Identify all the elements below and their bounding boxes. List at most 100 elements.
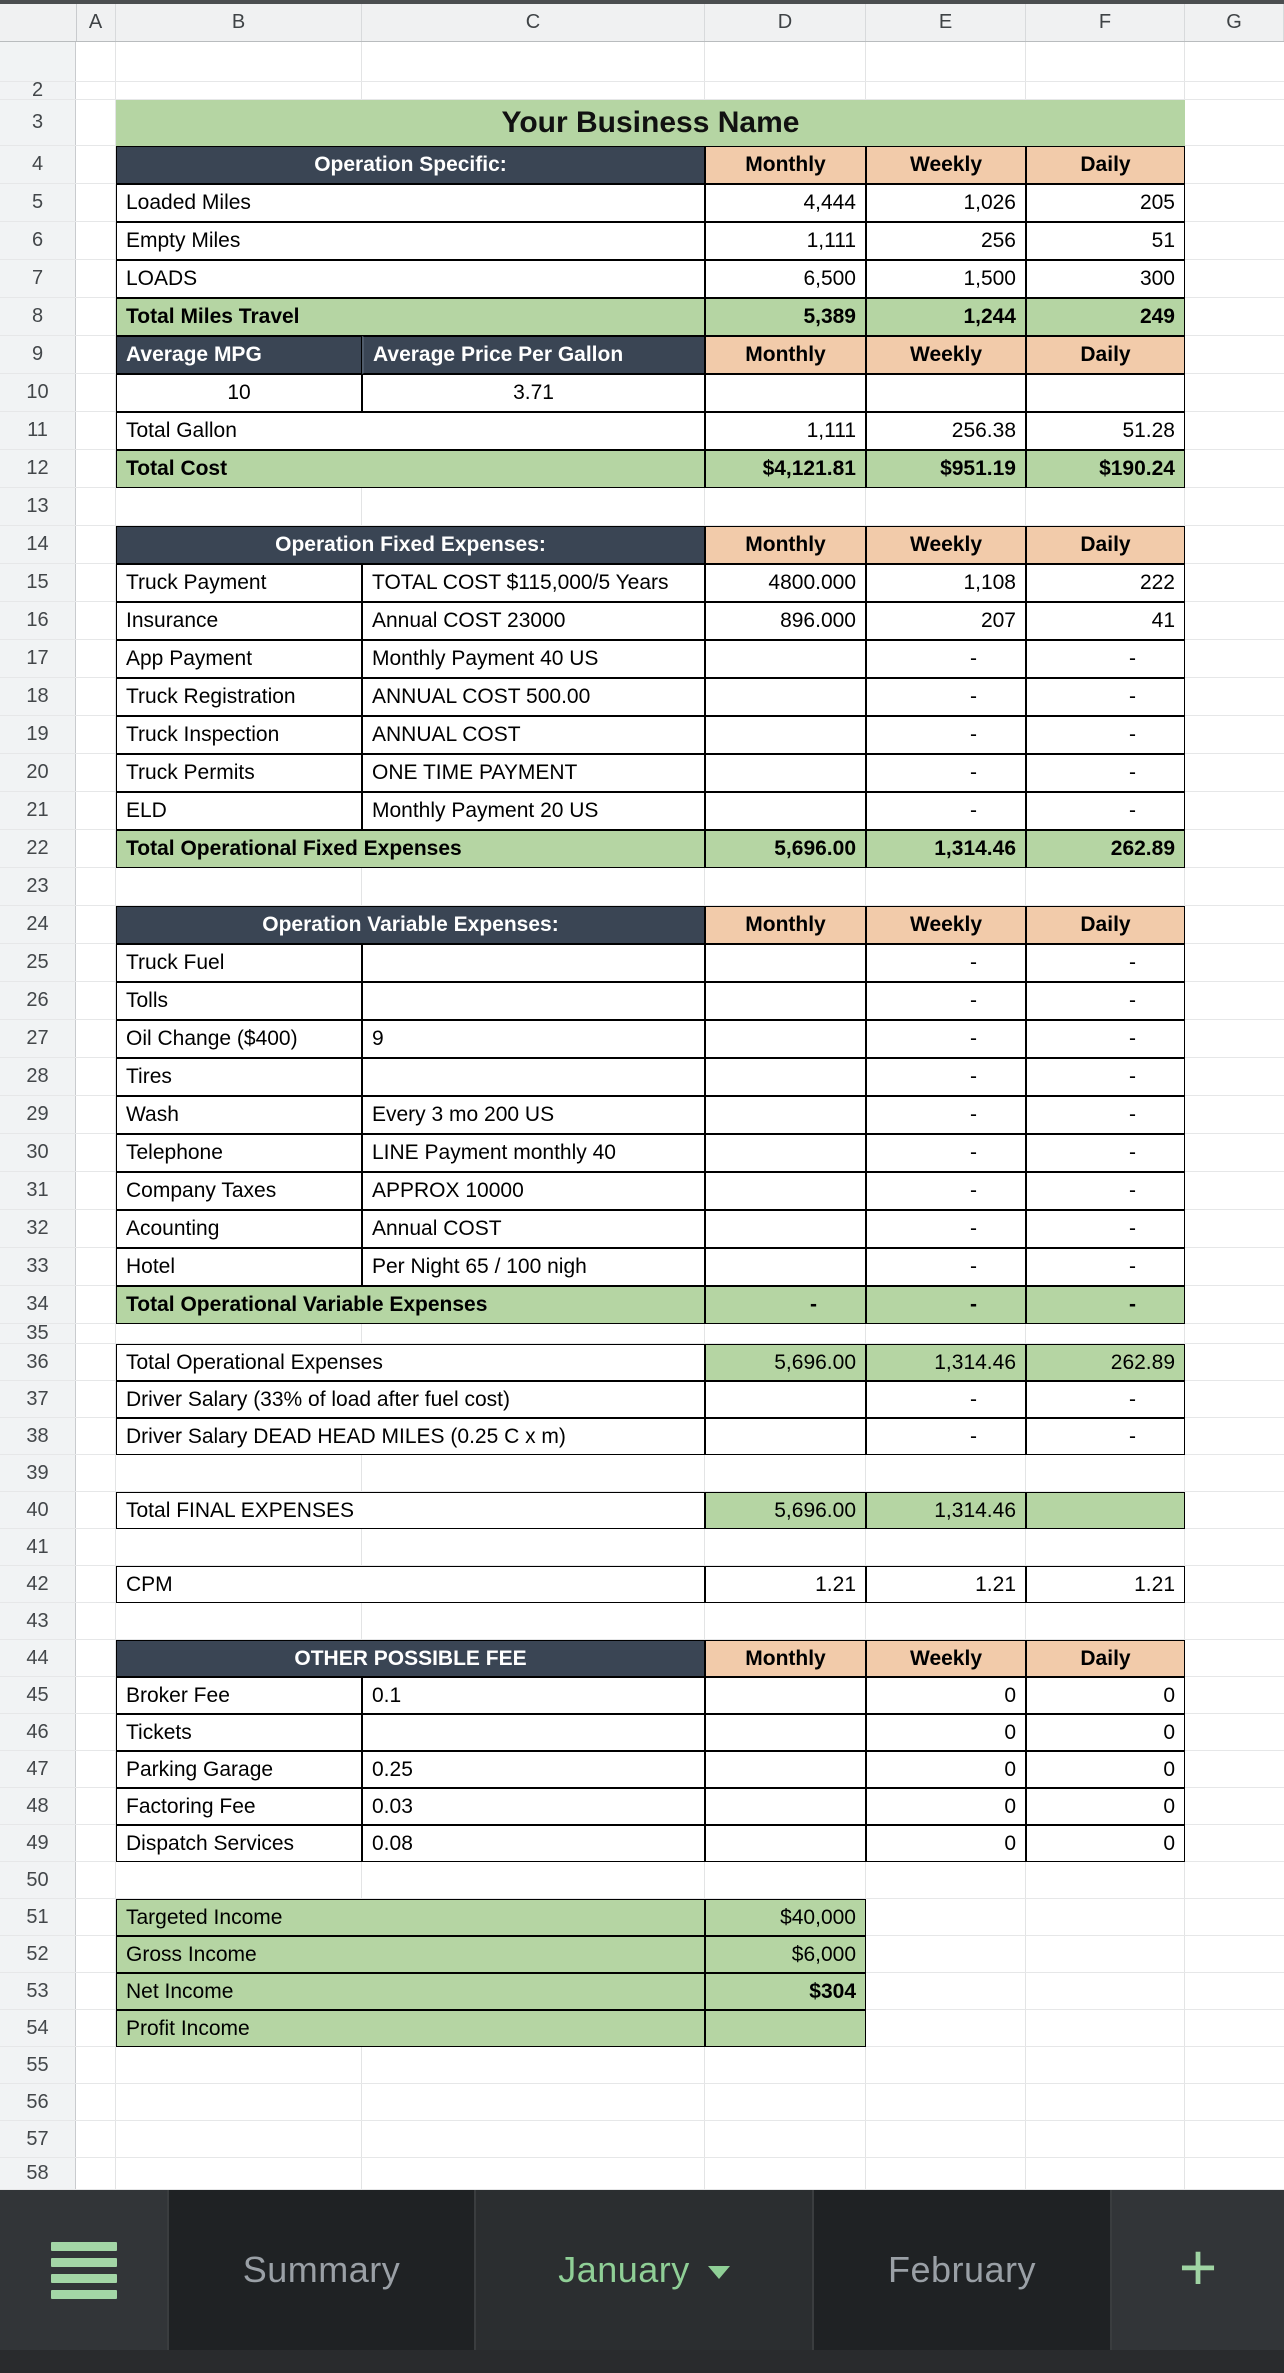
tab-february[interactable]: February bbox=[814, 2190, 1110, 2350]
cell-c45-rate[interactable]: 0.1 bbox=[362, 1677, 705, 1714]
cell-d14-monthly-header[interactable]: Monthly bbox=[705, 526, 866, 564]
cell-d6[interactable]: 1,111 bbox=[705, 222, 866, 260]
col-header-C[interactable]: C bbox=[362, 4, 705, 41]
cell-c9-avg-price-header[interactable]: Average Price Per Gallon bbox=[362, 336, 705, 374]
cell-f47[interactable]: 0 bbox=[1026, 1751, 1185, 1788]
row-header-1[interactable] bbox=[0, 42, 76, 81]
cell-f46[interactable]: 0 bbox=[1026, 1714, 1185, 1751]
row-header-53[interactable]: 53 bbox=[0, 1973, 76, 2009]
cell-f21[interactable]: - bbox=[1026, 792, 1185, 830]
cell-d34[interactable]: - bbox=[705, 1286, 866, 1324]
cell-b5-label[interactable]: Loaded Miles bbox=[116, 184, 705, 222]
cell-c29-note[interactable]: Every 3 mo 200 US bbox=[362, 1096, 705, 1134]
cell-d38[interactable] bbox=[705, 1418, 866, 1455]
cell-f22[interactable]: 262.89 bbox=[1026, 830, 1185, 868]
col-header-E[interactable]: E bbox=[866, 4, 1026, 41]
cell-e28[interactable]: - bbox=[866, 1058, 1026, 1096]
cell-d25[interactable] bbox=[705, 944, 866, 982]
cell-b38-label[interactable]: Driver Salary DEAD HEAD MILES (0.25 C x … bbox=[116, 1418, 705, 1455]
cell-b45-label[interactable]: Broker Fee bbox=[116, 1677, 362, 1714]
cell-c49-rate[interactable]: 0.08 bbox=[362, 1825, 705, 1862]
cell-f12[interactable]: $190.24 bbox=[1026, 450, 1185, 488]
cell-f16[interactable]: 41 bbox=[1026, 602, 1185, 640]
cell-f49[interactable]: 0 bbox=[1026, 1825, 1185, 1862]
cell-f34[interactable]: - bbox=[1026, 1286, 1185, 1324]
cell-e27[interactable]: - bbox=[866, 1020, 1026, 1058]
cell-f20[interactable]: - bbox=[1026, 754, 1185, 792]
cell-d17[interactable] bbox=[705, 640, 866, 678]
cell-b51-label[interactable]: Targeted Income bbox=[116, 1899, 705, 1936]
row-header-51[interactable]: 51 bbox=[0, 1899, 76, 1935]
cell-c15-note[interactable]: TOTAL COST $115,000/5 Years bbox=[362, 564, 705, 602]
cell-d46[interactable] bbox=[705, 1714, 866, 1751]
col-header-F[interactable]: F bbox=[1026, 4, 1185, 41]
cell-e9-weekly-header[interactable]: Weekly bbox=[866, 336, 1026, 374]
cell-f31[interactable]: - bbox=[1026, 1172, 1185, 1210]
cell-b15-label[interactable]: Truck Payment bbox=[116, 564, 362, 602]
row-header-8[interactable]: 8 bbox=[0, 298, 76, 335]
row-header-18[interactable]: 18 bbox=[0, 678, 76, 715]
cell-d44-monthly-header[interactable]: Monthly bbox=[705, 1640, 866, 1677]
row-header-32[interactable]: 32 bbox=[0, 1210, 76, 1247]
cell-b11-label[interactable]: Total Gallon bbox=[116, 412, 705, 450]
cell-f4-daily-header[interactable]: Daily bbox=[1026, 146, 1185, 184]
cell-f28[interactable]: - bbox=[1026, 1058, 1185, 1096]
row-header-3[interactable]: 3 bbox=[0, 100, 76, 145]
cell-f33[interactable]: - bbox=[1026, 1248, 1185, 1286]
cell-c46-rate[interactable] bbox=[362, 1714, 705, 1751]
row-header-6[interactable]: 6 bbox=[0, 222, 76, 259]
cell-c20-note[interactable]: ONE TIME PAYMENT bbox=[362, 754, 705, 792]
cell-f38[interactable]: - bbox=[1026, 1418, 1185, 1455]
cell-d51[interactable]: $40,000 bbox=[705, 1899, 866, 1936]
cell-c48-rate[interactable]: 0.03 bbox=[362, 1788, 705, 1825]
cell-f17[interactable]: - bbox=[1026, 640, 1185, 678]
cell-f9-daily-header[interactable]: Daily bbox=[1026, 336, 1185, 374]
cell-d19[interactable] bbox=[705, 716, 866, 754]
tab-january[interactable]: January bbox=[476, 2190, 812, 2350]
row-header-50[interactable]: 50 bbox=[0, 1862, 76, 1898]
cell-b49-label[interactable]: Dispatch Services bbox=[116, 1825, 362, 1862]
cell-e14-weekly-header[interactable]: Weekly bbox=[866, 526, 1026, 564]
cell-c26-note[interactable] bbox=[362, 982, 705, 1020]
cell-b47-label[interactable]: Parking Garage bbox=[116, 1751, 362, 1788]
row-header-19[interactable]: 19 bbox=[0, 716, 76, 753]
row-header-47[interactable]: 47 bbox=[0, 1751, 76, 1787]
cell-f32[interactable]: - bbox=[1026, 1210, 1185, 1248]
cell-f15[interactable]: 222 bbox=[1026, 564, 1185, 602]
cell-e33[interactable]: - bbox=[866, 1248, 1026, 1286]
cell-d8[interactable]: 5,389 bbox=[705, 298, 866, 336]
row-header-17[interactable]: 17 bbox=[0, 640, 76, 677]
row-header-24[interactable]: 24 bbox=[0, 906, 76, 943]
cell-f6[interactable]: 51 bbox=[1026, 222, 1185, 260]
cell-d20[interactable] bbox=[705, 754, 866, 792]
cell-c21-note[interactable]: Monthly Payment 20 US bbox=[362, 792, 705, 830]
cell-e12[interactable]: $951.19 bbox=[866, 450, 1026, 488]
row-header-35[interactable]: 35 bbox=[0, 1322, 76, 1344]
cell-d5[interactable]: 4,444 bbox=[705, 184, 866, 222]
cell-d9-monthly-header[interactable]: Monthly bbox=[705, 336, 866, 374]
row-header-7[interactable]: 7 bbox=[0, 260, 76, 297]
row-header-11[interactable]: 11 bbox=[0, 412, 76, 449]
cell-b32-label[interactable]: Acounting bbox=[116, 1210, 362, 1248]
cell-b16-label[interactable]: Insurance bbox=[116, 602, 362, 640]
cell-e5[interactable]: 1,026 bbox=[866, 184, 1026, 222]
cell-d30[interactable] bbox=[705, 1134, 866, 1172]
cell-e31[interactable]: - bbox=[866, 1172, 1026, 1210]
cell-d53[interactable]: $304 bbox=[705, 1973, 866, 2010]
cell-e21[interactable]: - bbox=[866, 792, 1026, 830]
cell-b52-label[interactable]: Gross Income bbox=[116, 1936, 705, 1973]
cell-b27-label[interactable]: Oil Change ($400) bbox=[116, 1020, 362, 1058]
cell-e40[interactable]: 1,314.46 bbox=[866, 1492, 1026, 1529]
cell-d45[interactable] bbox=[705, 1677, 866, 1714]
cell-b14-section-header[interactable]: Operation Fixed Expenses: bbox=[116, 526, 705, 564]
cell-c47-rate[interactable]: 0.25 bbox=[362, 1751, 705, 1788]
cell-d10[interactable] bbox=[705, 374, 866, 412]
cell-f26[interactable]: - bbox=[1026, 982, 1185, 1020]
row-header-40[interactable]: 40 bbox=[0, 1492, 76, 1528]
row-header-2[interactable]: 2 bbox=[0, 79, 76, 101]
cell-d12[interactable]: $4,121.81 bbox=[705, 450, 866, 488]
cell-f19[interactable]: - bbox=[1026, 716, 1185, 754]
row-header-15[interactable]: 15 bbox=[0, 564, 76, 601]
cell-b42-label[interactable]: CPM bbox=[116, 1566, 705, 1603]
row-header-28[interactable]: 28 bbox=[0, 1058, 76, 1095]
